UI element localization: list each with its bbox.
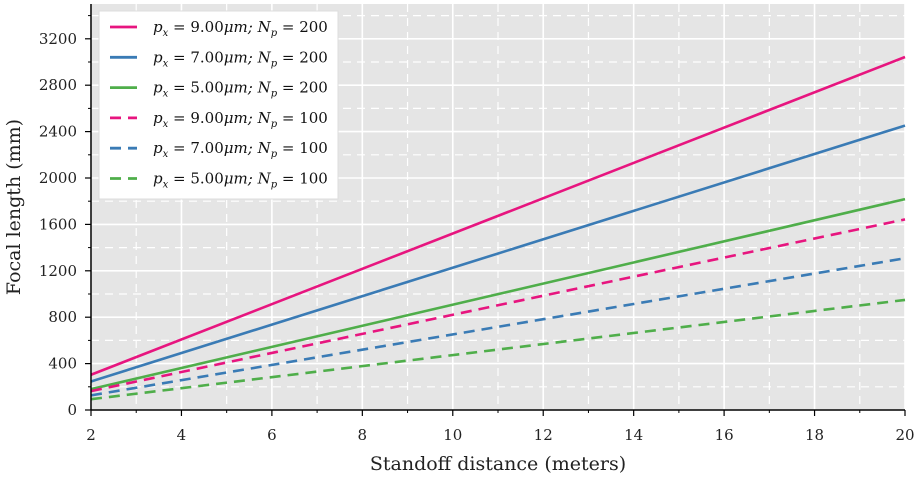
- x-tick-label: 12: [534, 426, 553, 444]
- series-line-2: [90, 124, 906, 383]
- series-line-3: [90, 197, 906, 391]
- legend-label-1: px = 9.00μm; Np = 200: [153, 18, 328, 39]
- series-layer: [90, 55, 906, 401]
- series-line-4: [90, 218, 906, 393]
- y-tick-label: 1200: [39, 262, 77, 280]
- series-line-5: [90, 256, 906, 397]
- legend: px = 9.00μm; Np = 200 px = 7.00μm; Np = 2…: [98, 10, 339, 200]
- axes: 2 4 6 8 10 12 14 16 18 20 0 400 800 1200 1600 2000 2400 2…: [39, 4, 915, 444]
- y-tick-label: 2000: [39, 169, 77, 187]
- x-tick-label: 2: [86, 426, 96, 444]
- x-axis-label: Standoff distance (meters): [370, 453, 626, 475]
- x-tick-label: 16: [715, 426, 734, 444]
- y-tick-label: 3200: [39, 30, 77, 48]
- legend-label-3: px = 5.00μm; Np = 200: [153, 79, 328, 100]
- legend-label-2: px = 7.00μm; Np = 200: [153, 48, 328, 69]
- y-axis-label: Focal length (mm): [3, 119, 25, 295]
- x-tick-label: 8: [358, 426, 368, 444]
- y-tick-label: 400: [48, 355, 77, 373]
- legend-box: [98, 10, 339, 200]
- x-tick-label: 20: [895, 426, 914, 444]
- y-tick-label: 0: [67, 401, 77, 419]
- x-tick-label: 14: [624, 426, 643, 444]
- legend-label-4: px = 9.00μm; Np = 100: [153, 109, 328, 130]
- y-tick-label: 2400: [39, 123, 77, 141]
- series-line-6: [90, 298, 906, 401]
- x-tick-label: 10: [443, 426, 462, 444]
- x-tick-label: 6: [267, 426, 277, 444]
- x-tick-label: 18: [805, 426, 824, 444]
- y-tick-label: 800: [48, 308, 77, 326]
- x-tick-label: 4: [177, 426, 187, 444]
- legend-label-5: px = 7.00μm; Np = 100: [153, 139, 328, 160]
- y-tick-label: 1600: [39, 215, 77, 233]
- y-tick-label: 2800: [39, 76, 77, 94]
- series-line-1: [90, 55, 906, 376]
- legend-label-6: px = 5.00μm; Np = 100: [153, 170, 328, 191]
- grid: [90, 4, 906, 411]
